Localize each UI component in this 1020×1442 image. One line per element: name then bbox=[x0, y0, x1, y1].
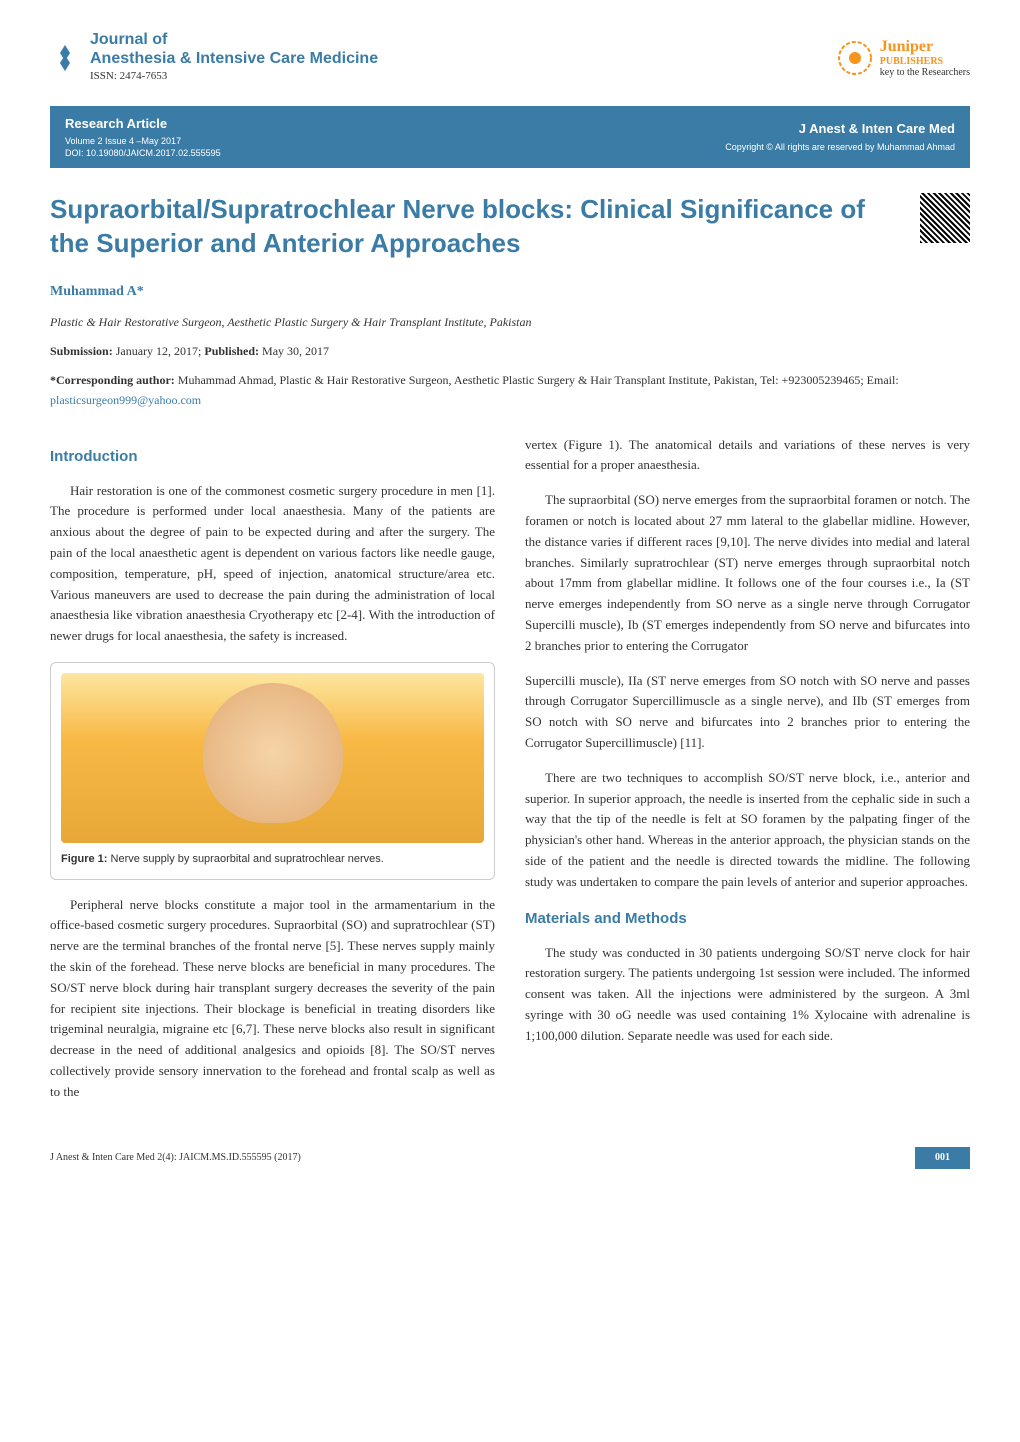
title-row: Supraorbital/Supratrochlear Nerve blocks… bbox=[50, 193, 970, 261]
figure-1-box: Figure 1: Nerve supply by supraorbital a… bbox=[50, 662, 495, 880]
introduction-heading: Introduction bbox=[50, 445, 495, 469]
corresponding-author: *Corresponding author: Muhammad Ahmad, P… bbox=[50, 371, 970, 409]
col2-paragraph-4: There are two techniques to accomplish S… bbox=[525, 768, 970, 893]
corresponding-email[interactable]: plasticsurgeon999@yahoo.com bbox=[50, 393, 201, 407]
page-number: 001 bbox=[915, 1147, 970, 1169]
submission-date: January 12, 2017; bbox=[116, 344, 202, 358]
right-column: vertex (Figure 1). The anatomical detail… bbox=[525, 435, 970, 1117]
journal-icon bbox=[50, 43, 80, 73]
volume-info: Volume 2 Issue 4 –May 2017 bbox=[65, 135, 221, 148]
footer: J Anest & Inten Care Med 2(4): JAICM.MS.… bbox=[50, 1147, 970, 1169]
journal-abbrev: J Anest & Inten Care Med bbox=[725, 119, 955, 140]
corresponding-text: Muhammad Ahmad, Plastic & Hair Restorati… bbox=[178, 373, 899, 387]
publisher-logo: Juniper PUBLISHERS key to the Researcher… bbox=[835, 38, 970, 78]
published-label: Published: bbox=[204, 344, 259, 358]
intro-paragraph-1: Hair restoration is one of the commonest… bbox=[50, 481, 495, 647]
materials-paragraph-1: The study was conducted in 30 patients u… bbox=[525, 943, 970, 1047]
publication-dates: Submission: January 12, 2017; Published:… bbox=[50, 342, 970, 361]
journal-name-line2: Anesthesia & Intensive Care Medicine bbox=[90, 49, 378, 68]
banner: Research Article Volume 2 Issue 4 –May 2… bbox=[50, 106, 970, 168]
journal-issn: ISSN: 2474-7653 bbox=[90, 68, 378, 86]
footer-citation: J Anest & Inten Care Med 2(4): JAICM.MS.… bbox=[50, 1150, 301, 1166]
author-affiliation: Plastic & Hair Restorative Surgeon, Aest… bbox=[50, 313, 970, 332]
figure-head-illustration bbox=[203, 683, 343, 823]
materials-heading: Materials and Methods bbox=[525, 907, 970, 931]
copyright-line: Copyright © All rights are reserved by M… bbox=[725, 140, 955, 154]
intro-paragraph-2: Peripheral nerve blocks constitute a maj… bbox=[50, 895, 495, 1103]
publisher-name: Juniper bbox=[880, 38, 970, 56]
qr-code-icon bbox=[920, 193, 970, 243]
publisher-tagline: key to the Researchers bbox=[880, 67, 970, 78]
publisher-icon bbox=[835, 38, 875, 78]
col2-paragraph-3: Supercilli muscle), IIa (ST nerve emerge… bbox=[525, 671, 970, 754]
col2-paragraph-2: The supraorbital (SO) nerve emerges from… bbox=[525, 490, 970, 656]
article-type: Research Article bbox=[65, 114, 221, 135]
content-columns: Introduction Hair restoration is one of … bbox=[50, 435, 970, 1117]
corresponding-label: *Corresponding author: bbox=[50, 373, 175, 387]
figure-1-caption-text: Nerve supply by supraorbital and supratr… bbox=[111, 853, 384, 865]
figure-1-label: Figure 1: bbox=[61, 853, 107, 865]
publisher-subtitle: PUBLISHERS bbox=[880, 56, 970, 67]
submission-label: Submission: bbox=[50, 344, 113, 358]
doi-info: DOI: 10.19080/JAICM.2017.02.555595 bbox=[65, 147, 221, 160]
journal-name-line1: Journal of bbox=[90, 30, 378, 49]
col2-paragraph-1: vertex (Figure 1). The anatomical detail… bbox=[525, 435, 970, 477]
author-name: Muhammad A* bbox=[50, 281, 970, 303]
article-title: Supraorbital/Supratrochlear Nerve blocks… bbox=[50, 193, 905, 261]
published-date: May 30, 2017 bbox=[262, 344, 329, 358]
header-bar: Journal of Anesthesia & Intensive Care M… bbox=[50, 30, 970, 86]
journal-logo: Journal of Anesthesia & Intensive Care M… bbox=[50, 30, 378, 86]
left-column: Introduction Hair restoration is one of … bbox=[50, 435, 495, 1117]
figure-1-image bbox=[61, 673, 484, 843]
figure-1-caption: Figure 1: Nerve supply by supraorbital a… bbox=[61, 851, 484, 869]
